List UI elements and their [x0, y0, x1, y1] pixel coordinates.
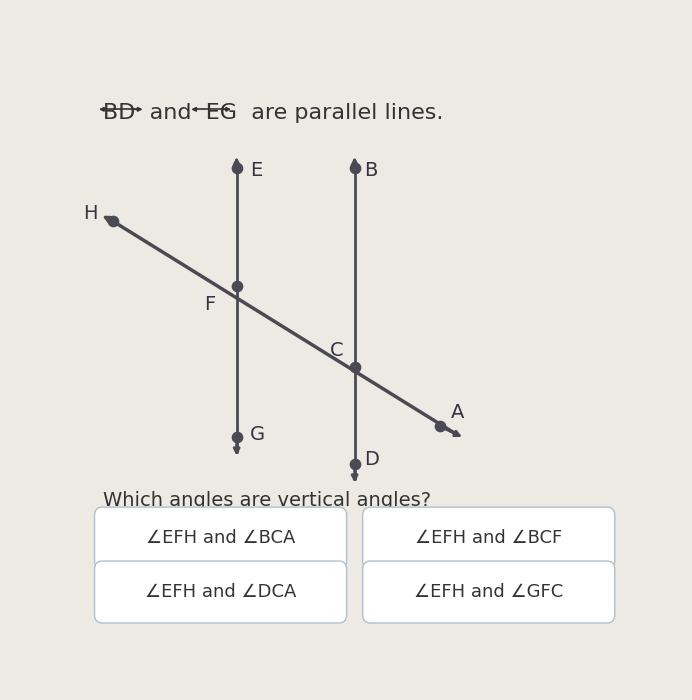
- Text: Which angles are vertical angles?: Which angles are vertical angles?: [102, 491, 430, 510]
- Text: BD  and  EG  are parallel lines.: BD and EG are parallel lines.: [102, 103, 443, 123]
- Text: A: A: [451, 403, 464, 422]
- FancyBboxPatch shape: [363, 507, 614, 569]
- Point: [349, 162, 361, 173]
- Text: B: B: [364, 161, 378, 180]
- Point: [435, 421, 446, 432]
- Point: [349, 361, 361, 372]
- Text: ∠EFH and ∠GFC: ∠EFH and ∠GFC: [414, 583, 563, 601]
- FancyBboxPatch shape: [363, 561, 614, 623]
- Text: ∠EFH and ∠DCA: ∠EFH and ∠DCA: [145, 583, 296, 601]
- Text: E: E: [250, 161, 262, 180]
- Text: D: D: [364, 450, 379, 469]
- Text: H: H: [83, 204, 97, 223]
- Text: G: G: [250, 425, 265, 444]
- Text: C: C: [330, 342, 344, 360]
- FancyBboxPatch shape: [95, 561, 347, 623]
- Point: [108, 216, 119, 227]
- Point: [231, 281, 242, 292]
- Point: [349, 458, 361, 470]
- Point: [231, 431, 242, 442]
- Point: [231, 162, 242, 173]
- Text: ∠EFH and ∠BCA: ∠EFH and ∠BCA: [146, 529, 295, 547]
- FancyBboxPatch shape: [95, 507, 347, 569]
- Text: ∠EFH and ∠BCF: ∠EFH and ∠BCF: [415, 529, 563, 547]
- Text: F: F: [204, 295, 215, 314]
